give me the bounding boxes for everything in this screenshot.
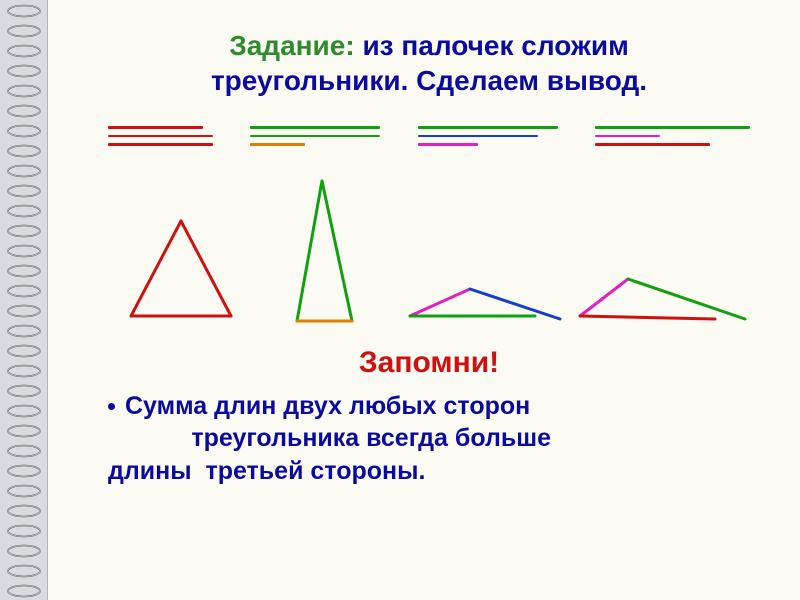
stick [418, 135, 538, 138]
spiral-ring [6, 524, 42, 538]
stick [250, 135, 380, 138]
spiral-ring [6, 544, 42, 558]
stick [418, 126, 558, 129]
spiral-ring [6, 484, 42, 498]
triangle-figure [277, 176, 377, 326]
spiral-ring [6, 584, 42, 598]
spiral-ring [6, 304, 42, 318]
spiral-ring [6, 564, 42, 578]
triangle-figure [400, 281, 570, 326]
spiral-ring [6, 24, 42, 38]
spiral-ring [6, 444, 42, 458]
spiral-ring [6, 504, 42, 518]
spiral-ring [6, 124, 42, 138]
stick [108, 126, 203, 129]
spiral-ring [6, 284, 42, 298]
spiral-ring [6, 264, 42, 278]
stick [418, 143, 478, 146]
triangle-cell [254, 176, 400, 326]
spiral-ring [6, 464, 42, 478]
spiral-ring [6, 404, 42, 418]
title-rest-1: из палочек сложим [362, 30, 628, 61]
spiral-ring [6, 104, 42, 118]
spiral-ring [6, 44, 42, 58]
spiral-ring [6, 384, 42, 398]
spiral-ring [6, 204, 42, 218]
stick-group [595, 126, 750, 146]
rule-line-1: Сумма длин двух любых сторон [125, 392, 530, 420]
spiral-ring [6, 424, 42, 438]
spiral-ring [6, 324, 42, 338]
spiral-ring [6, 84, 42, 98]
stick-group [250, 126, 380, 146]
spiral-ring [6, 164, 42, 178]
triangle-cell [570, 271, 750, 326]
stick [108, 143, 213, 146]
stick [595, 126, 750, 129]
slide-page: Задание: из палочек сложим треугольники.… [48, 0, 800, 600]
bullet-icon [108, 403, 115, 410]
spiral-ring [6, 364, 42, 378]
spiral-ring [6, 224, 42, 238]
spiral-ring [6, 344, 42, 358]
rule-line-3: длины третьей стороны. [108, 457, 425, 485]
rule-line-2: треугольника всегда больше [108, 424, 551, 452]
triangle-cell [108, 216, 254, 326]
stick-group [108, 126, 213, 146]
triangle-figure [121, 216, 241, 326]
remember-heading: Запомни! [98, 346, 760, 380]
title-rest-2: треугольники. Сделаем вывод. [211, 65, 647, 96]
triangle-cell [400, 281, 570, 326]
spiral-ring [6, 244, 42, 258]
stick [595, 143, 710, 146]
sticks-row [108, 126, 750, 146]
spiral-ring [6, 144, 42, 158]
title-lead: Задание: [229, 30, 354, 61]
stick [108, 135, 213, 138]
task-title: Задание: из палочек сложим треугольники.… [98, 28, 760, 98]
stick [595, 135, 660, 138]
triangles-row [108, 176, 750, 326]
stick [250, 126, 380, 129]
triangle-inequality-rule: Сумма длин двух любых сторон треугольник… [98, 390, 760, 488]
spiral-ring [6, 4, 42, 18]
spiral-binding [0, 0, 48, 600]
spiral-ring [6, 184, 42, 198]
spiral-ring [6, 64, 42, 78]
stick-group [418, 126, 558, 146]
stick [250, 143, 305, 146]
triangle-figure [570, 271, 750, 326]
